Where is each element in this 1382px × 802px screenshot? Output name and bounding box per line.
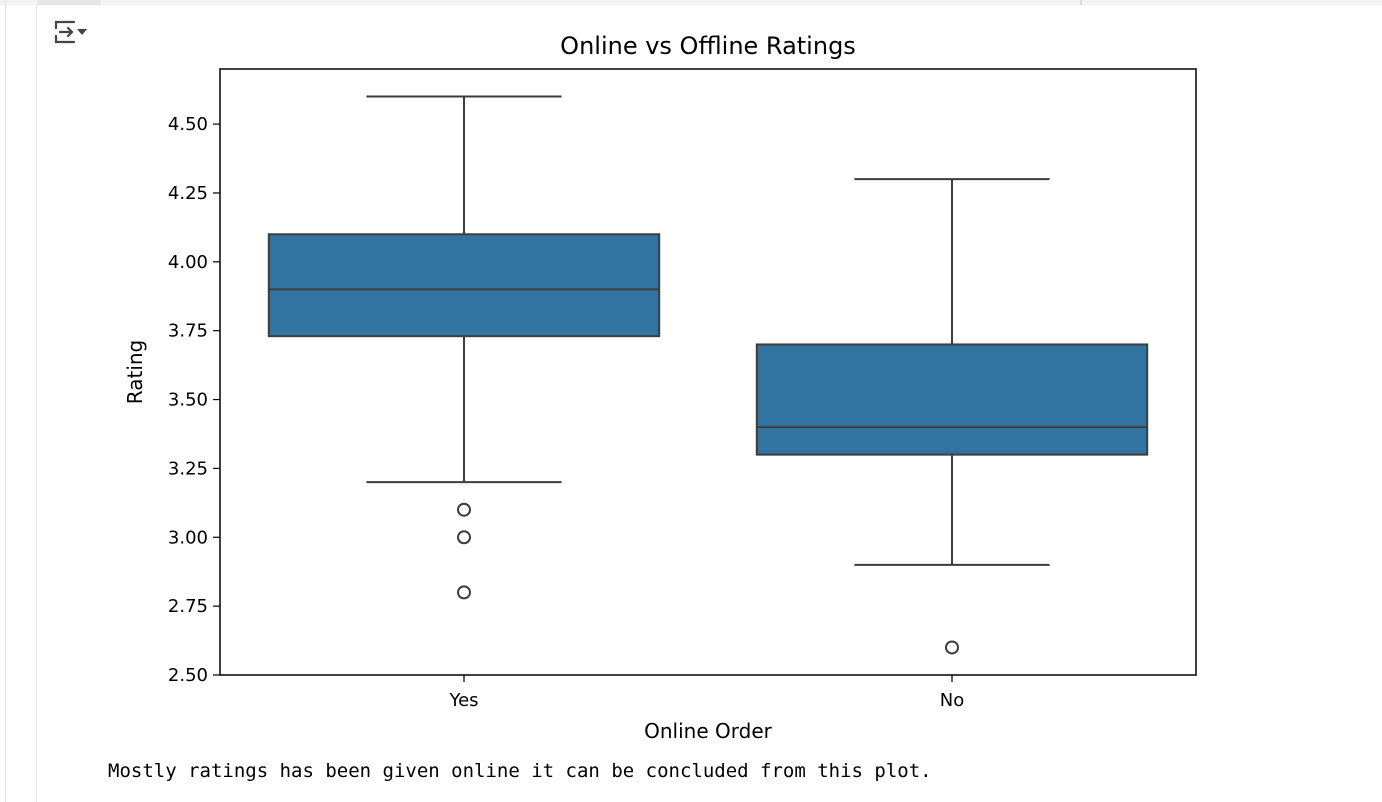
output-collapse-icon[interactable] (52, 16, 88, 48)
outlier-point-yes (457, 585, 471, 600)
boxplot-chart: Online vs Offline Ratings 2.50 2.75 3.00 3.2… (100, 22, 1220, 752)
plot-frame (219, 68, 1197, 676)
outlier-point-yes (457, 530, 471, 545)
cell-left-border (5, 0, 6, 802)
y-tick-label: 2.50 (168, 665, 208, 686)
y-tick-label: 2.75 (168, 596, 208, 617)
output-gutter (36, 5, 37, 802)
y-tick-label: 3.50 (168, 390, 208, 411)
y-tick-label: 3.25 (168, 458, 208, 479)
boxplot-svg: Online vs Offline Ratings 2.50 2.75 3.00 3.2… (123, 32, 1197, 743)
box-yes (267, 233, 661, 338)
y-tick-label: 3.00 (168, 527, 208, 548)
cell-top-strip (0, 0, 1382, 5)
y-tick-label: 3.75 (168, 321, 208, 342)
x-tick-label-yes: Yes (448, 690, 478, 711)
x-axis-label: Online Order (644, 719, 772, 743)
outlier-point-yes (457, 502, 471, 517)
box-no (755, 343, 1149, 456)
chart-title: Online vs Offline Ratings (560, 32, 856, 60)
output-note: Mostly ratings has been given online it … (108, 760, 932, 782)
y-tick-label: 4.00 (168, 252, 208, 273)
x-tick-label-no: No (940, 690, 964, 711)
y-axis-label: Rating (123, 340, 147, 404)
outlier-point-no (945, 640, 959, 655)
y-tick-label: 4.25 (168, 183, 208, 204)
y-tick-label: 4.50 (168, 114, 208, 135)
